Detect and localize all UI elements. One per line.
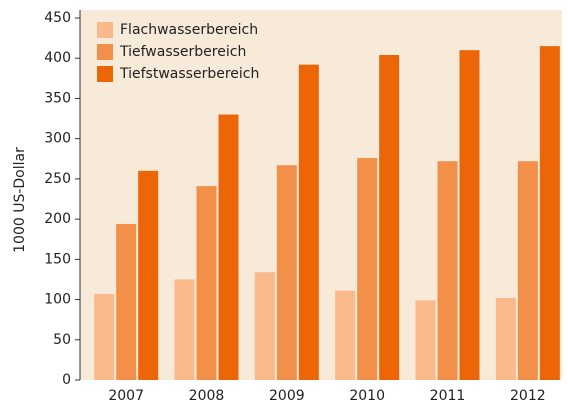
y-tick-label: 400 — [44, 50, 71, 66]
bar — [437, 161, 458, 380]
y-tick-label: 150 — [44, 251, 71, 267]
x-tick-label: 2012 — [510, 388, 546, 404]
legend-label: Tiefwasserbereich — [119, 44, 246, 60]
legend-swatch — [97, 44, 113, 60]
bar — [357, 157, 378, 380]
bar — [196, 186, 217, 380]
y-tick-label: 0 — [62, 372, 71, 388]
bar — [116, 223, 137, 380]
bar — [138, 170, 159, 380]
bar — [335, 290, 356, 380]
y-tick-label: 200 — [44, 211, 71, 227]
bar — [218, 114, 239, 381]
y-tick-label: 250 — [44, 171, 71, 187]
bar — [276, 165, 297, 380]
x-tick-label: 2009 — [269, 388, 305, 404]
bar — [174, 279, 195, 380]
x-tick-label: 2010 — [349, 388, 385, 404]
y-tick-label: 350 — [44, 90, 71, 106]
bar — [517, 161, 538, 380]
y-tick-label: 50 — [53, 332, 71, 348]
y-tick-label: 300 — [44, 131, 71, 147]
y-axis-label: 1000 US-Dollar — [12, 147, 28, 253]
bar — [495, 297, 516, 380]
legend-swatch — [97, 22, 113, 38]
plot-background — [80, 10, 562, 380]
bar — [379, 55, 400, 380]
legend-label: Flachwasserbereich — [120, 22, 258, 38]
bar — [298, 64, 319, 380]
x-tick-label: 2011 — [430, 388, 466, 404]
bar — [459, 50, 480, 381]
y-tick-label: 450 — [44, 10, 71, 26]
x-tick-label: 2007 — [108, 388, 144, 404]
bar — [415, 300, 436, 380]
bar — [539, 46, 560, 381]
bar — [94, 293, 115, 380]
legend-swatch — [97, 66, 113, 82]
bar — [254, 272, 275, 380]
x-tick-label: 2008 — [189, 388, 225, 404]
legend-label: Tiefstwasserbereich — [119, 66, 259, 82]
y-tick-label: 100 — [44, 292, 71, 308]
